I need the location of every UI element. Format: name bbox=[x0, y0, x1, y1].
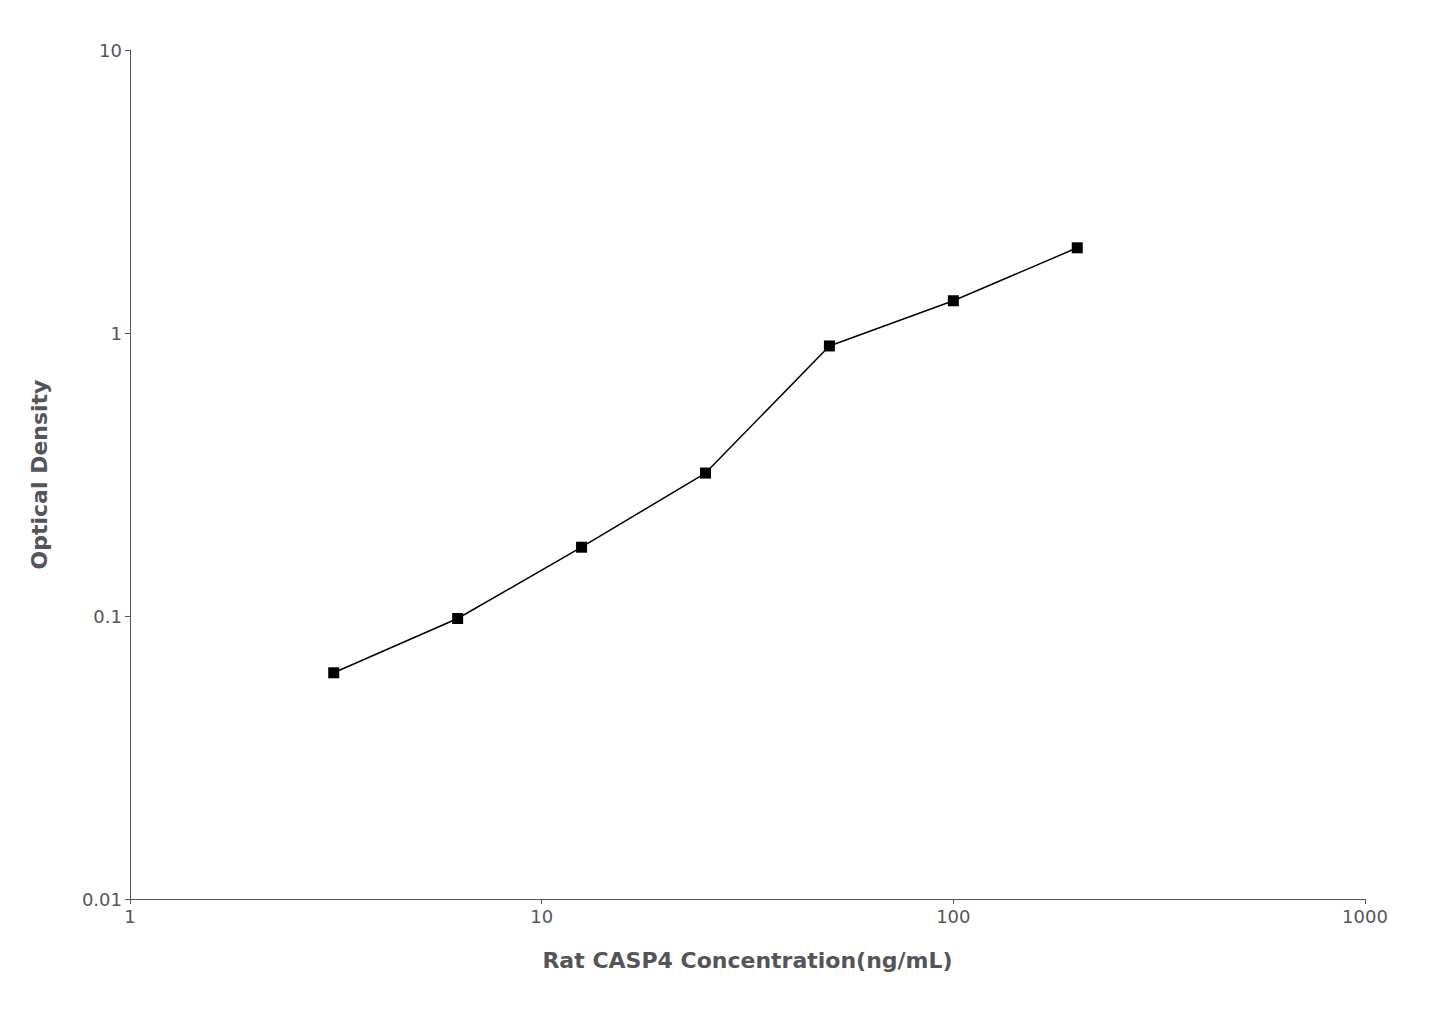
svg-text:10: 10 bbox=[530, 906, 553, 927]
svg-text:10: 10 bbox=[99, 40, 122, 61]
svg-text:0.1: 0.1 bbox=[93, 606, 122, 627]
svg-text:100: 100 bbox=[936, 906, 970, 927]
svg-text:0.01: 0.01 bbox=[82, 889, 122, 910]
svg-text:Optical Density: Optical Density bbox=[27, 380, 52, 570]
svg-text:1000: 1000 bbox=[1342, 906, 1388, 927]
svg-text:1: 1 bbox=[111, 323, 122, 344]
svg-text:Rat CASP4 Concentration(ng/mL): Rat CASP4 Concentration(ng/mL) bbox=[542, 948, 952, 973]
svg-text:1: 1 bbox=[124, 906, 135, 927]
